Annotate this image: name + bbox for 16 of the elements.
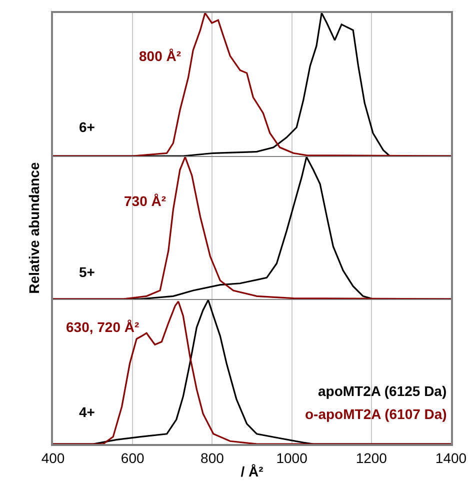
x-tick-label: 600 bbox=[120, 450, 144, 466]
annotation: 4+ bbox=[79, 404, 95, 420]
y-axis-title: Relative abundance bbox=[26, 162, 42, 294]
x-tick-label: 800 bbox=[200, 450, 224, 466]
annotation: 5+ bbox=[79, 264, 95, 280]
annotation: 730 Å² bbox=[124, 193, 166, 209]
x-tick-label: 1000 bbox=[276, 450, 308, 466]
annotation: 800 Å² bbox=[139, 48, 182, 64]
annotation: 630, 720 Å² bbox=[66, 319, 140, 335]
x-tick-label: 400 bbox=[41, 450, 65, 466]
annotation: 6+ bbox=[79, 119, 95, 135]
text: apoMT2A (6125 Da) bbox=[318, 383, 447, 399]
x-axis-title: / Å² bbox=[240, 464, 264, 480]
x-tick-label: 1200 bbox=[356, 450, 388, 466]
x-tick-label: 1400 bbox=[435, 450, 467, 466]
series-label: o-apoMT2A (6107 Da) bbox=[305, 406, 447, 422]
